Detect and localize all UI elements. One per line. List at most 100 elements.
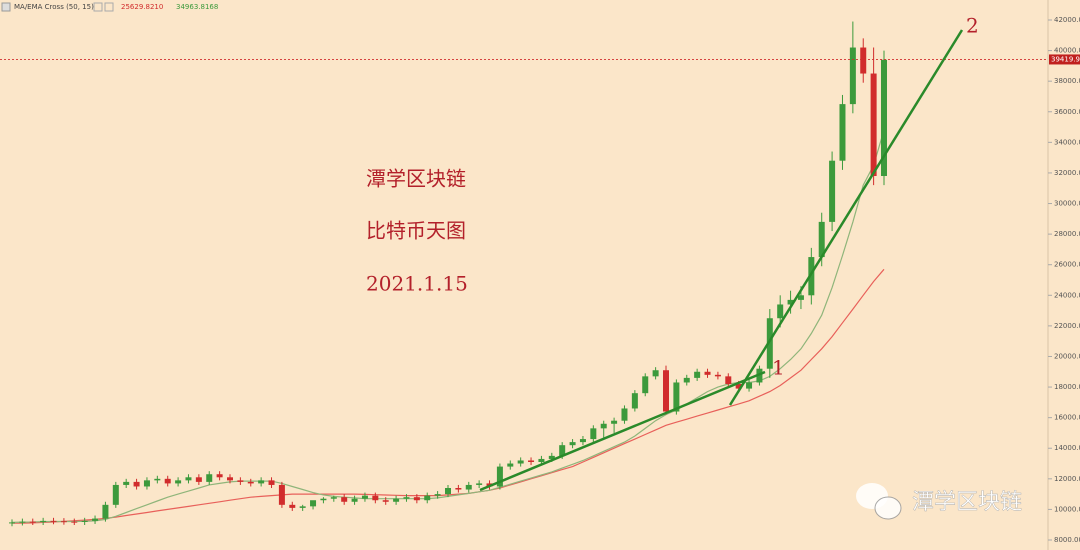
candle-body: [860, 47, 867, 74]
candle-body: [746, 382, 753, 389]
candle-body: [299, 506, 306, 508]
y-tick-label: 28000.00: [1054, 230, 1080, 238]
candle-body: [839, 104, 846, 161]
candle-body: [268, 480, 275, 485]
candle-body: [393, 498, 400, 502]
candle-body: [185, 477, 192, 481]
watermark-icon: [856, 483, 902, 520]
candle-body: [351, 498, 358, 502]
y-tick-label: 20000.00: [1054, 352, 1080, 360]
candle-body: [714, 374, 721, 377]
indicator-button[interactable]: [93, 2, 103, 12]
candle-body: [29, 521, 36, 523]
last-price-box: [1049, 54, 1080, 65]
y-tick-label: 8000.00: [1054, 536, 1080, 544]
candle-body: [123, 481, 130, 485]
y-tick-label: 18000.00: [1054, 383, 1080, 391]
annotation: 潭学区块链: [366, 167, 466, 191]
y-tick-label: 22000.00: [1054, 322, 1080, 330]
candle-body: [372, 495, 379, 501]
y-tick-label: 32000.00: [1054, 169, 1080, 177]
candle-body: [808, 257, 815, 296]
candle-body: [579, 439, 586, 443]
candle-body: [19, 521, 26, 523]
indicator-name: MA/EMA Cross (50, 15): [14, 3, 94, 11]
indicator-button[interactable]: [104, 2, 114, 12]
trendline-label: 1: [772, 356, 785, 380]
candle-body: [663, 370, 669, 412]
candle-body: [320, 498, 327, 501]
candle-body: [143, 480, 150, 487]
indicator-value: 34963.8168: [176, 3, 218, 11]
candle-body: [71, 521, 78, 523]
candle-body: [766, 318, 773, 369]
candle-body: [413, 497, 420, 501]
candle-body: [382, 500, 389, 502]
y-tick-label: 24000.00: [1054, 291, 1080, 299]
candle-body: [40, 520, 47, 522]
candle-body: [517, 460, 524, 464]
trendline: [728, 29, 964, 406]
candle-body: [50, 520, 57, 522]
candle-body: [154, 478, 161, 481]
candle-body: [496, 466, 503, 487]
watermark: 潭学区块链: [912, 490, 1022, 515]
indicator-value: 25629.8210: [121, 3, 163, 11]
y-tick-label: 10000.00: [1054, 505, 1080, 513]
y-tick-label: 42000.00: [1054, 16, 1080, 24]
candle-body: [590, 428, 597, 440]
candle-body: [216, 474, 223, 478]
candle-body: [195, 477, 202, 482]
y-tick-label: 34000.00: [1054, 138, 1080, 146]
candle-body: [694, 371, 701, 378]
candle-body: [310, 500, 317, 507]
annotation: 比特币天图: [366, 219, 466, 243]
candle-body: [289, 504, 296, 508]
candle-body: [133, 481, 140, 487]
candle-body: [818, 221, 825, 258]
y-tick-label: 14000.00: [1054, 444, 1080, 452]
candle-body: [673, 382, 680, 412]
candle-body: [60, 521, 67, 523]
candle-body: [797, 295, 804, 300]
candle-body: [569, 442, 576, 446]
y-tick-label: 36000.00: [1054, 108, 1080, 116]
candle-body: [548, 455, 555, 459]
candle-body: [434, 494, 441, 496]
candle-body: [621, 408, 628, 421]
candle-body: [849, 47, 856, 105]
candle-body: [424, 495, 431, 501]
y-tick-label: 26000.00: [1054, 261, 1080, 269]
indicator-icon: [1, 2, 11, 12]
candle-body: [631, 393, 638, 409]
candle-body: [227, 477, 233, 481]
candle-body: [445, 488, 451, 495]
candle-body: [258, 480, 265, 484]
candle-body: [9, 522, 15, 524]
y-tick-label: 38000.00: [1054, 77, 1080, 85]
candle-body: [247, 481, 254, 484]
y-tick-label: 16000.00: [1054, 414, 1080, 422]
candle-body: [735, 384, 742, 389]
trendline-label: 2: [966, 14, 979, 38]
candle-body: [476, 483, 483, 485]
candle-body: [777, 304, 784, 319]
candle-body: [455, 488, 462, 490]
candle-body: [465, 484, 472, 490]
y-tick-label: 12000.00: [1054, 475, 1080, 483]
candle-body: [175, 480, 182, 484]
y-tick-label: 40000.00: [1054, 47, 1080, 55]
trendline: [479, 370, 766, 492]
last-price-label: 39419.99: [1051, 55, 1080, 63]
candle-body: [725, 376, 732, 384]
candle-body: [164, 478, 171, 484]
candle-body: [112, 484, 119, 505]
candle-body: [528, 460, 535, 462]
candle-body: [870, 73, 877, 176]
y-tick-label: 30000.00: [1054, 200, 1080, 208]
candle-body: [237, 480, 244, 482]
candle-body: [538, 458, 545, 462]
candle-body: [206, 474, 213, 482]
candle-body: [787, 299, 794, 305]
